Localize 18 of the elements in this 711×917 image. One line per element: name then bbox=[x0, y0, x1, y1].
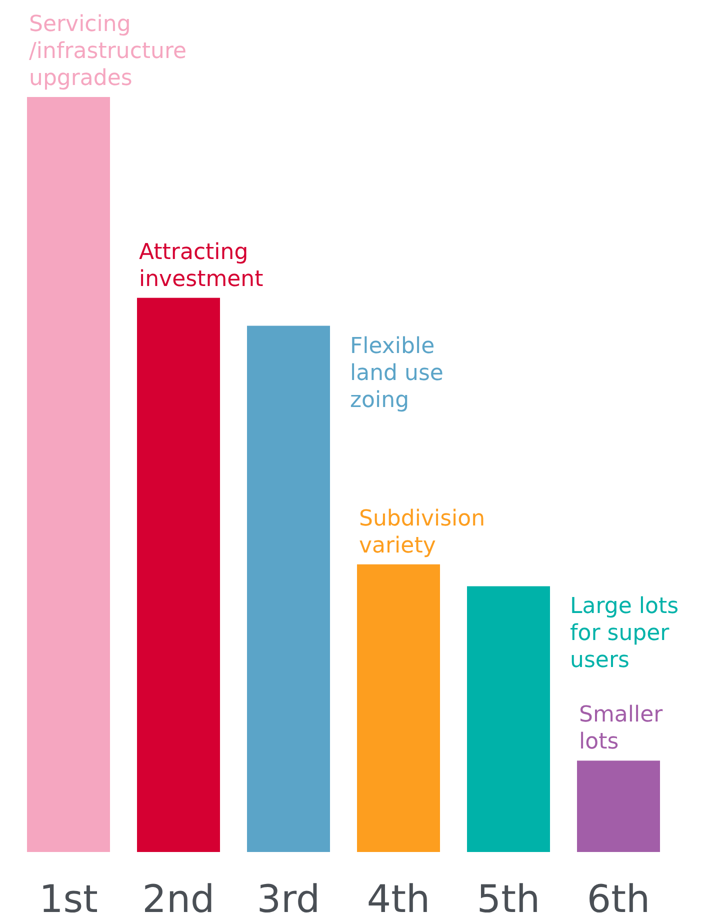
annotation: Servicing /infrastructure upgrades bbox=[29, 12, 187, 91]
bar bbox=[247, 326, 330, 852]
x-tick-label: 3rd bbox=[256, 877, 320, 917]
annotation: Attracting investment bbox=[139, 240, 264, 292]
x-tick-label: 1st bbox=[39, 877, 98, 917]
annotation: Subdivision variety bbox=[359, 506, 486, 558]
x-tick-label: 6th bbox=[586, 877, 650, 917]
x-tick-label: 5th bbox=[476, 877, 540, 917]
annotation: Flexible land use zoing bbox=[350, 334, 444, 413]
bar bbox=[27, 97, 110, 852]
annotation: Smaller lots bbox=[579, 702, 664, 755]
x-tick-label: 2nd bbox=[142, 877, 215, 917]
annotation: Large lots for super users bbox=[570, 594, 679, 674]
bar bbox=[577, 760, 660, 852]
bar bbox=[467, 586, 550, 852]
bar bbox=[137, 298, 220, 852]
x-tick-label: 4th bbox=[366, 877, 430, 917]
bar bbox=[357, 564, 440, 852]
